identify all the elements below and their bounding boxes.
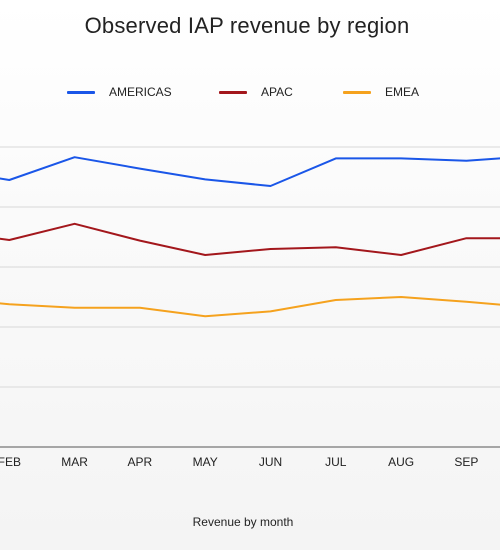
legend-swatch-emea	[343, 90, 371, 94]
legend-label-americas: AMERICAS	[109, 85, 172, 99]
x-tick-label: MAY	[193, 455, 218, 469]
x-axis-title: Revenue by month	[192, 515, 294, 529]
legend-label-emea: EMEA	[385, 85, 420, 99]
legend-item-apac[interactable]: APAC	[219, 82, 293, 102]
x-tick-label: SEP	[454, 455, 478, 469]
x-tick-label: JUL	[325, 455, 347, 469]
series-line-apac	[0, 222, 500, 256]
legend-item-emea[interactable]: EMEA	[343, 82, 419, 102]
chart-title: Observed IAP revenue by region	[84, 13, 410, 38]
x-tick-label: JUN	[259, 455, 282, 469]
series-line-americas	[0, 156, 500, 187]
legend-item-americas[interactable]: AMERICAS	[67, 82, 172, 102]
chart-legend: AMERICAS APAC EMEA	[0, 82, 500, 102]
x-tick-label: MAR	[61, 455, 88, 469]
series-line-emea	[0, 296, 500, 318]
x-tick-label: AUG	[388, 455, 414, 469]
legend-label-apac: APAC	[261, 85, 293, 99]
x-tick-label: APR	[128, 455, 153, 469]
legend-swatch-americas	[67, 90, 95, 94]
legend-swatch-apac	[219, 90, 247, 94]
x-tick-label: FEB	[0, 455, 21, 469]
